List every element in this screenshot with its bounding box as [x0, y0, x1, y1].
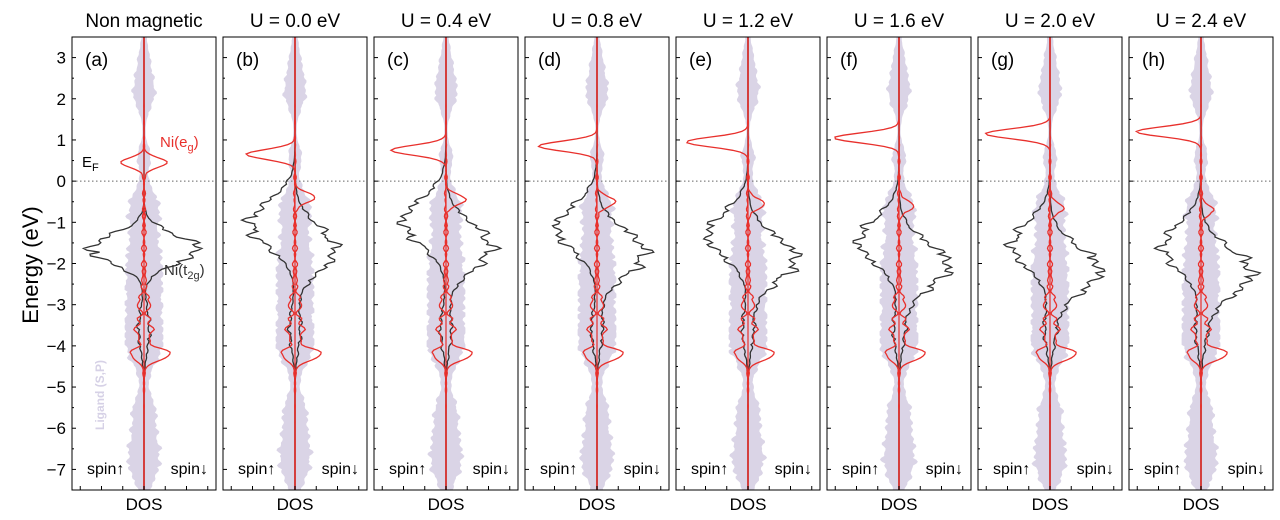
- panel-title: U = 1.6 eV: [854, 11, 945, 32]
- panel-d: U = 0.8 eV (d) spin↑ spin↓ DOS: [524, 11, 670, 514]
- spin-up-label: spin↑: [87, 461, 124, 478]
- spin-down-label: spin↓: [473, 461, 510, 478]
- panel-plot-area: [1129, 37, 1273, 490]
- spin-up-label: spin↑: [993, 461, 1030, 478]
- y-tick-label: −4: [47, 337, 66, 356]
- y-tick-label: 2: [57, 90, 66, 109]
- panel-title: U = 0.0 eV: [250, 11, 341, 32]
- spin-up-label: spin↑: [691, 461, 728, 478]
- spin-down-label: spin↓: [171, 461, 208, 478]
- panel-b: U = 0.0 eV (b) spin↑ spin↓ DOS: [222, 11, 368, 514]
- y-axis-label: Energy (eV): [18, 206, 43, 323]
- panel-c: U = 0.4 eV (c) spin↑ spin↓ DOS: [373, 11, 519, 514]
- panel-e: U = 1.2 eV (e) spin↑ spin↓ DOS: [675, 11, 821, 514]
- panels: Non magnetic (a) spin↑ spin↓ DOS Ni(eg) Ni(t2g…: [71, 11, 1274, 514]
- x-axis-label: DOS: [1183, 495, 1220, 514]
- spin-down-label: spin↓: [624, 461, 661, 478]
- spin-down-label: spin↓: [775, 461, 812, 478]
- panel-title: U = 0.8 eV: [552, 11, 643, 32]
- panel-label: (c): [387, 50, 409, 71]
- spin-up-label: spin↑: [389, 461, 426, 478]
- spin-down-label: spin↓: [926, 461, 963, 478]
- fermi-level-label: EF: [82, 154, 99, 174]
- x-axis-label: DOS: [428, 495, 465, 514]
- panel-label: (f): [840, 50, 858, 71]
- panel-title: U = 2.0 eV: [1005, 11, 1096, 32]
- x-axis-label: DOS: [1032, 495, 1069, 514]
- y-tick-label: −1: [47, 213, 66, 232]
- y-tick-label: 3: [57, 49, 66, 68]
- y-tick-label: −7: [47, 460, 66, 479]
- panel-title: U = 0.4 eV: [401, 11, 492, 32]
- spin-down-label: spin↓: [1228, 461, 1265, 478]
- panel-title: U = 2.4 eV: [1156, 11, 1247, 32]
- panel-label: (e): [689, 50, 712, 71]
- x-axis-label: DOS: [579, 495, 616, 514]
- y-axis-ticks: 3 2 1 0 −1 −2 −3 −4 −5 −6 −7: [47, 49, 66, 480]
- x-axis-label: DOS: [730, 495, 767, 514]
- panel-plot-area: [525, 37, 669, 490]
- panel-f: U = 1.6 eV (f) spin↑ spin↓ DOS: [826, 11, 972, 514]
- panel-label: (h): [1142, 50, 1165, 71]
- x-axis-label: DOS: [881, 495, 918, 514]
- y-tick-label: −6: [47, 419, 66, 438]
- spin-down-label: spin↓: [322, 461, 359, 478]
- panel-a: Non magnetic (a) spin↑ spin↓ DOS Ni(eg) Ni(t2g…: [71, 11, 217, 514]
- panel-label: (d): [538, 50, 561, 71]
- panel-plot-area: [827, 37, 971, 490]
- y-tick-label: 1: [57, 131, 66, 150]
- panel-label: (a): [85, 50, 108, 71]
- x-axis-label: DOS: [126, 495, 163, 514]
- y-tick-label: 0: [57, 172, 66, 191]
- panel-plot-area: [676, 37, 820, 490]
- panel-h: U = 2.4 eV (h) spin↑ spin↓ DOS: [1128, 11, 1274, 514]
- spin-up-label: spin↑: [842, 461, 879, 478]
- y-tick-label: −5: [47, 378, 66, 397]
- t2g-annotation: Ni(t2g): [164, 262, 205, 282]
- panel-title: Non magnetic: [85, 11, 202, 32]
- spin-up-label: spin↑: [540, 461, 577, 478]
- y-tick-label: −3: [47, 296, 66, 315]
- panel-plot-area: [374, 37, 518, 490]
- eg-annotation: Ni(eg): [160, 134, 199, 154]
- x-axis-label: DOS: [277, 495, 314, 514]
- panel-plot-area: [978, 37, 1122, 490]
- panel-plot-area: [72, 37, 216, 490]
- spin-up-label: spin↑: [238, 461, 275, 478]
- panel-plot-area: [223, 37, 367, 490]
- panel-g: U = 2.0 eV (g) spin↑ spin↓ DOS: [977, 11, 1123, 514]
- ligand-annotation: Ligand (S,P): [93, 360, 107, 430]
- panel-label: (g): [991, 50, 1014, 71]
- panel-label: (b): [236, 50, 259, 71]
- panel-title: U = 1.2 eV: [703, 11, 794, 32]
- y-tick-label: −2: [47, 255, 66, 274]
- spin-down-label: spin↓: [1077, 461, 1114, 478]
- spin-up-label: spin↑: [1144, 461, 1181, 478]
